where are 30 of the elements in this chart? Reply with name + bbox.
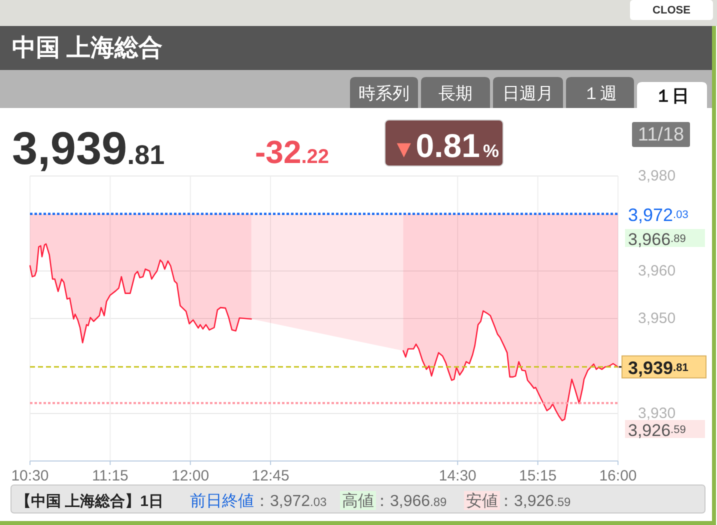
x-tick-label: 12:45: [252, 468, 290, 484]
chart-title: 中国 上海総合: [12, 34, 163, 62]
ref-line-label: 3,972.03: [628, 204, 688, 225]
text: 安値：3,926.59: [466, 492, 572, 510]
y-tick-label: 3,950: [638, 310, 676, 327]
x-tick-label: 14:30: [438, 468, 476, 484]
x-tick-label: 10:30: [11, 468, 49, 484]
ref-line-label: 3,939.81: [628, 358, 688, 378]
tab: 時系列: [350, 77, 418, 108]
text: 高値：3,966.89: [342, 492, 448, 510]
tab: 日週月: [493, 77, 563, 108]
x-tick-label: 16:00: [599, 468, 637, 484]
text: 3,926.59: [628, 420, 686, 440]
x-tick-label: 11:15: [92, 468, 128, 484]
y-tick-label: 3,930: [638, 405, 676, 422]
tab: 長期: [421, 77, 490, 108]
change-badge: ▼0.81%: [384, 120, 504, 166]
text: -32.22: [255, 134, 330, 170]
close-button: CLOSE: [630, 0, 713, 20]
y-tick-label: 3,960: [638, 262, 676, 280]
tab: １日: [637, 82, 707, 108]
text: 前日終値：3,972.03: [190, 492, 328, 510]
text: 3,939.81: [12, 122, 165, 174]
y-tick-label: 3,980: [638, 168, 676, 184]
text: 【中国 上海総合】1日: [16, 493, 164, 510]
text: 3,966.89: [628, 230, 686, 248]
date-badge: 11/18: [632, 122, 690, 147]
x-tick-label: 15:15: [519, 468, 557, 484]
tab: １週: [566, 77, 634, 108]
x-tick-label: 12:00: [172, 468, 210, 484]
